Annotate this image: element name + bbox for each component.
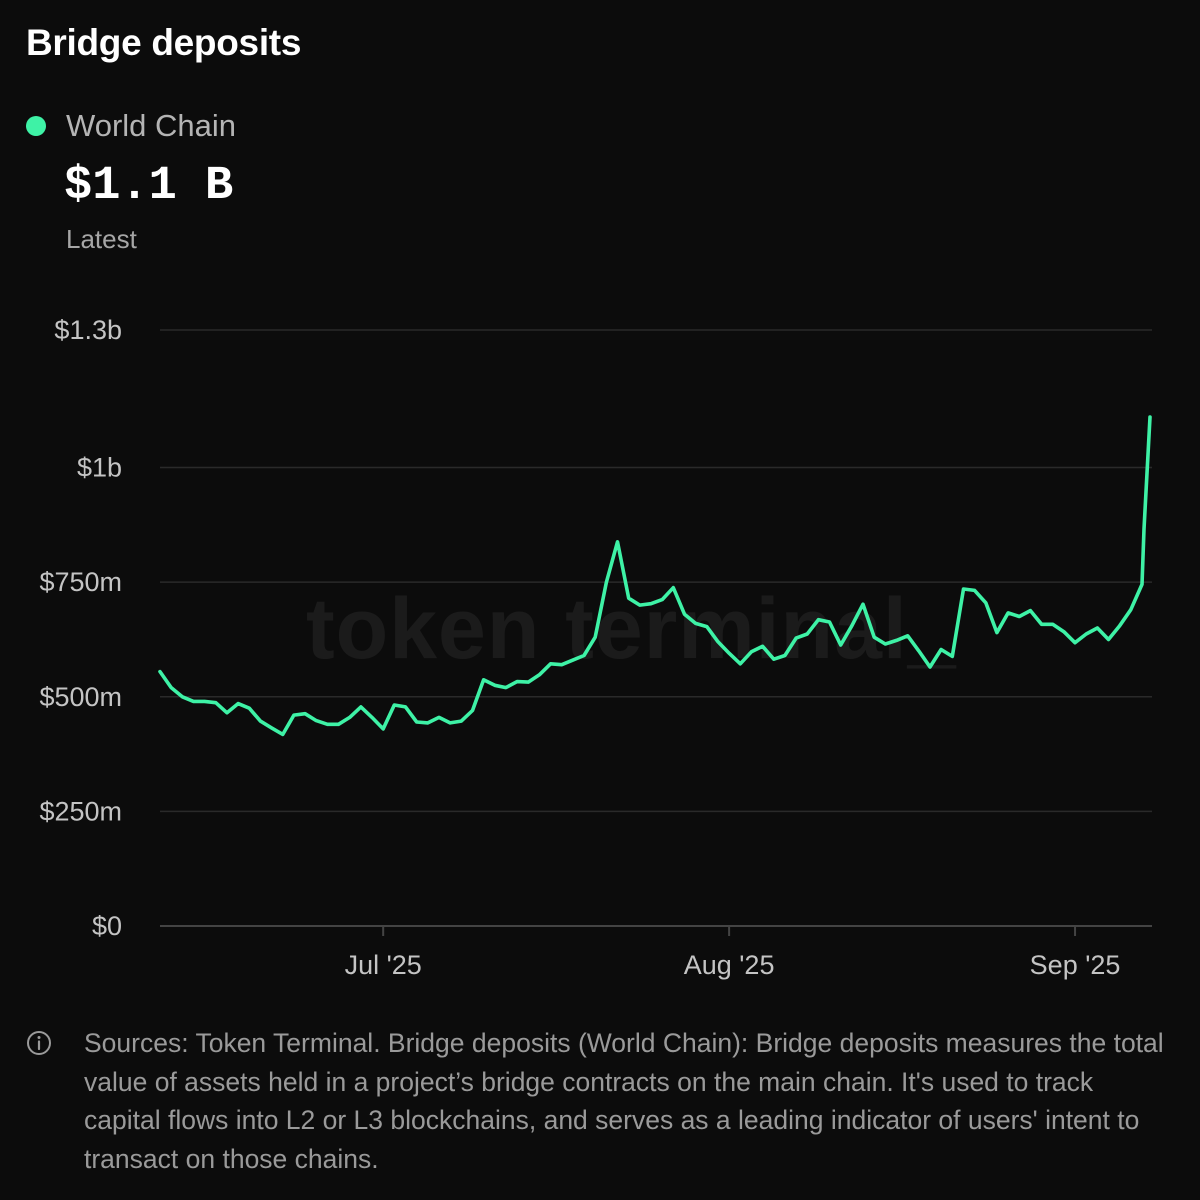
y-tick-label: $1.3b xyxy=(54,315,122,345)
footer-note: Sources: Token Terminal. Bridge deposits… xyxy=(26,1024,1176,1178)
line-chart: $0 $250m $500m $750m $1b $1.3b Jul '25 Aug '25… xyxy=(39,315,1152,980)
legend-dot-icon xyxy=(26,116,46,136)
info-icon[interactable] xyxy=(26,1030,52,1178)
legend: World Chain xyxy=(26,108,236,144)
latest-caption: Latest xyxy=(66,224,137,254)
y-tick-label: $500m xyxy=(39,682,122,712)
x-tick-label: Sep '25 xyxy=(1030,950,1121,980)
watermark: token terminal_ xyxy=(306,581,957,677)
grid-layer xyxy=(160,329,1152,927)
latest-value: $1.1 B xyxy=(64,160,234,213)
x-tick-label: Jul '25 xyxy=(345,950,422,980)
legend-label: World Chain xyxy=(66,108,237,143)
chart-title: Bridge deposits xyxy=(26,22,302,63)
y-tick-label: $250m xyxy=(39,796,122,826)
x-tick-label: Aug '25 xyxy=(684,950,775,980)
y-tick-label: $0 xyxy=(92,911,122,941)
y-tick-label: $1b xyxy=(77,453,122,483)
footer-text: Sources: Token Terminal. Bridge deposits… xyxy=(84,1028,1164,1174)
y-tick-label: $750m xyxy=(39,567,122,597)
series-line-world-chain xyxy=(158,415,1152,737)
y-axis-ticks: $0 $250m $500m $750m $1b $1.3b xyxy=(39,315,122,941)
series-layer xyxy=(158,415,1152,737)
x-axis-ticks: Jul '25 Aug '25 Sep '25 xyxy=(345,926,1121,980)
